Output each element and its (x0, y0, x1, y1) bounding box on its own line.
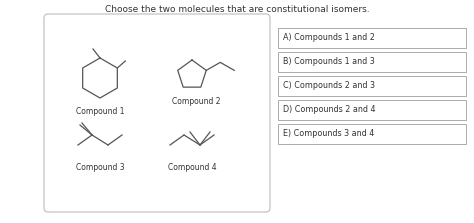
FancyBboxPatch shape (278, 124, 466, 144)
FancyBboxPatch shape (278, 28, 466, 48)
Text: A) Compounds 1 and 2: A) Compounds 1 and 2 (283, 33, 375, 43)
Text: Compound 1: Compound 1 (76, 107, 124, 116)
Text: Compound 4: Compound 4 (168, 163, 216, 172)
Text: Compound 2: Compound 2 (172, 97, 220, 106)
Text: Choose the two molecules that are constitutional isomers.: Choose the two molecules that are consti… (105, 5, 369, 14)
FancyBboxPatch shape (278, 76, 466, 96)
FancyBboxPatch shape (278, 52, 466, 72)
FancyBboxPatch shape (278, 100, 466, 120)
Text: E) Compounds 3 and 4: E) Compounds 3 and 4 (283, 130, 374, 138)
Text: C) Compounds 2 and 3: C) Compounds 2 and 3 (283, 81, 375, 91)
Text: B) Compounds 1 and 3: B) Compounds 1 and 3 (283, 58, 375, 66)
Text: Compound 3: Compound 3 (76, 163, 124, 172)
FancyBboxPatch shape (44, 14, 270, 212)
Text: D) Compounds 2 and 4: D) Compounds 2 and 4 (283, 105, 375, 114)
